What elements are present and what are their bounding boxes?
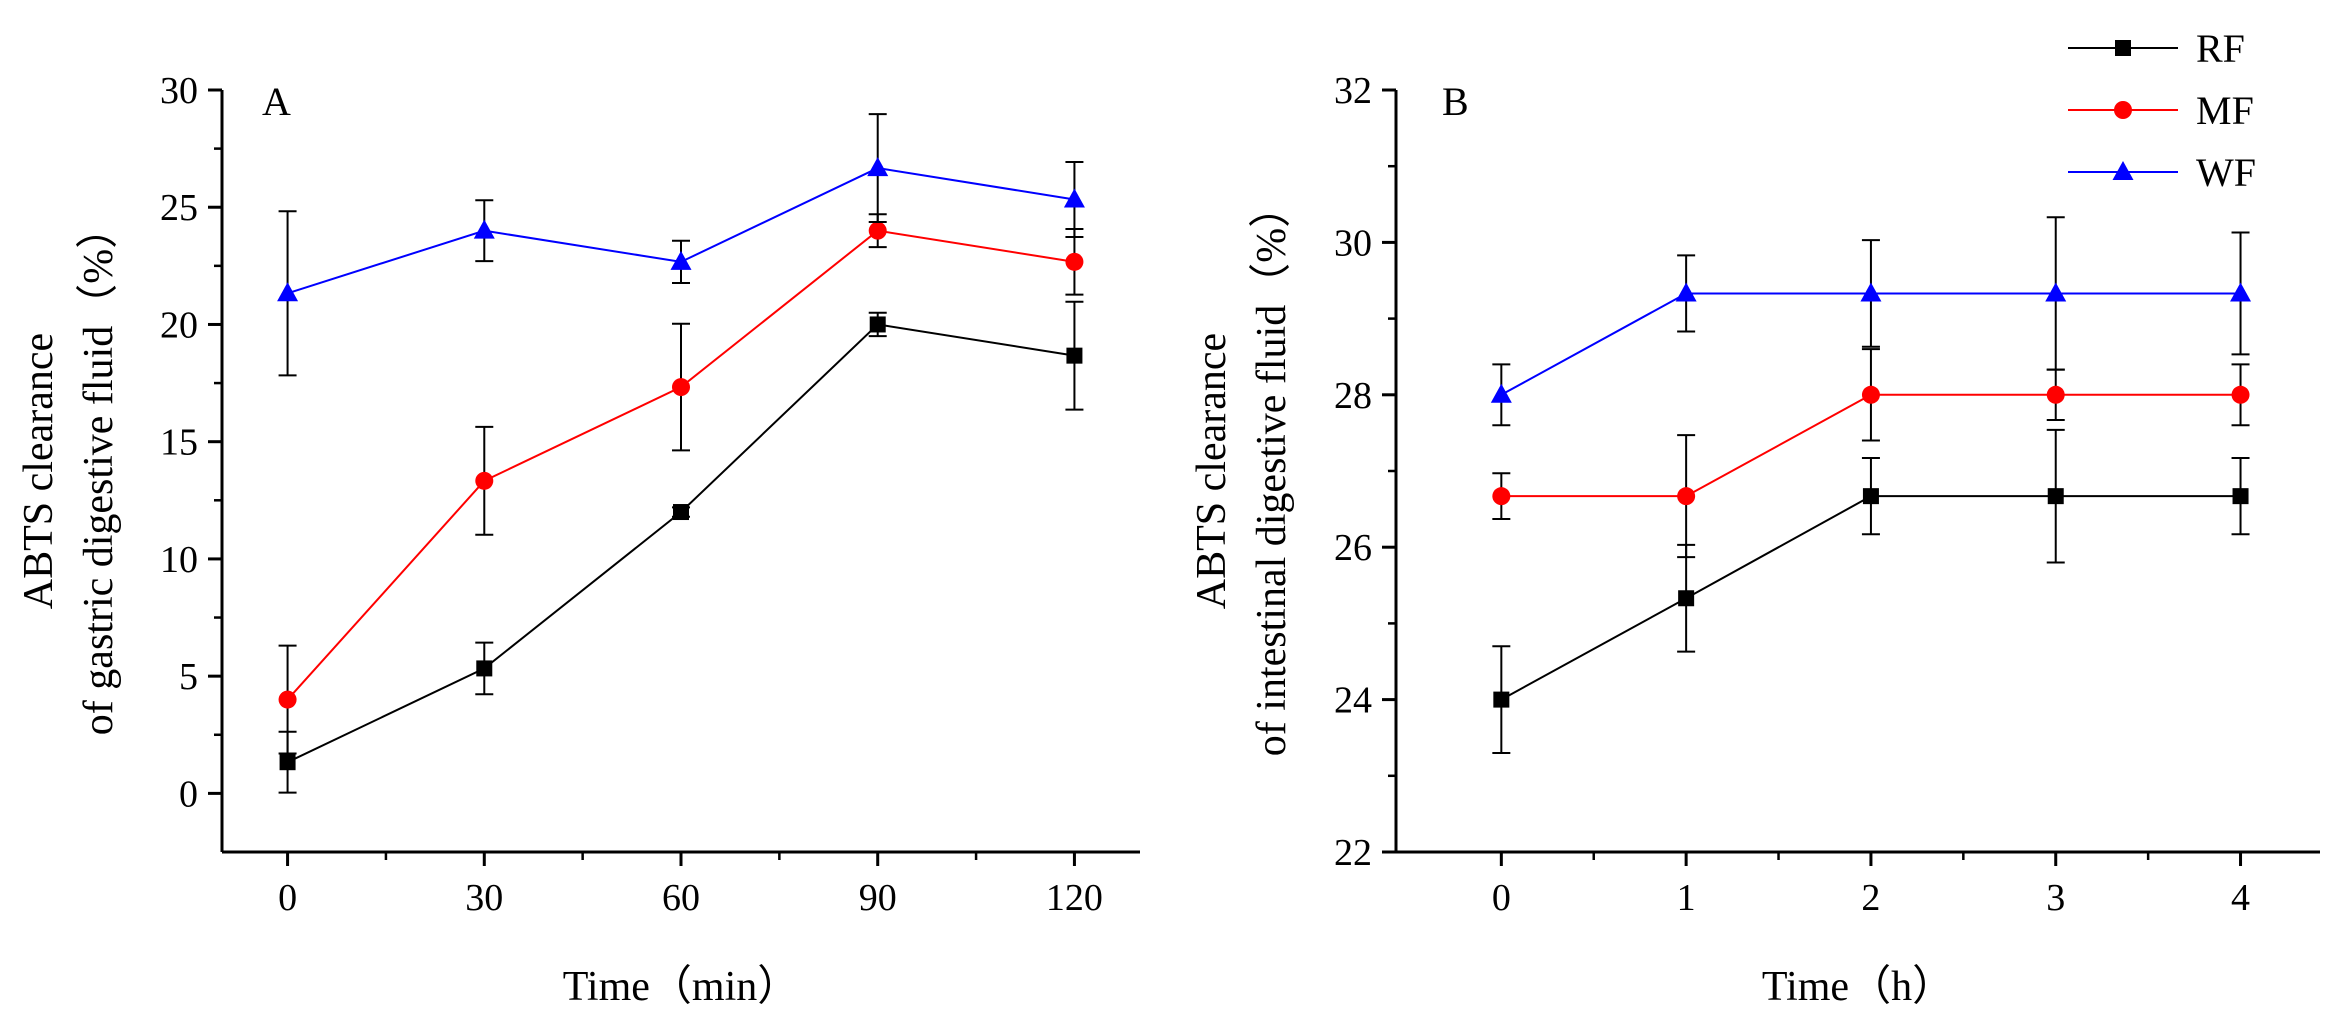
- panel-b-y-tick-label: 32: [1334, 70, 1372, 112]
- panel-b-x-tick-label: 2: [1861, 877, 1880, 919]
- panel-b-x-tick-label: 1: [1677, 877, 1696, 919]
- panel-a-mf-point: [1065, 252, 1084, 271]
- panel-b-y-tick-label: 26: [1334, 527, 1372, 569]
- panel-b-mf-point: [2046, 385, 2065, 404]
- panel-a-mf-point: [672, 378, 690, 397]
- panel-a-wf-point: [1063, 188, 1085, 208]
- legend-rf-label: RF: [2196, 26, 2245, 71]
- panel-b-x-tick-label: 3: [2046, 877, 2065, 919]
- panel-a-x-tick-label: 120: [1046, 877, 1103, 919]
- panel-b-y-axis-title-line1: ABTS clearance: [1189, 333, 1235, 609]
- panel-a-y-tick-label: 10: [160, 539, 198, 581]
- legend-mf-marker: [2114, 101, 2132, 119]
- panel-a-wf-point: [473, 219, 495, 239]
- panel-b-y-tick-label: 28: [1334, 375, 1372, 417]
- panel-a-y-axis-title-line2: of gastric digestive fluid（%）: [76, 207, 122, 735]
- panel-a-x-tick-label: 90: [859, 877, 897, 919]
- panel-a-rf-point: [869, 316, 886, 333]
- panel-a-mf-point: [475, 471, 494, 490]
- panel-a-rf-point: [673, 504, 689, 521]
- panel-a-rf-point: [279, 754, 296, 771]
- panel-b-wf-point: [2230, 282, 2252, 302]
- panel-a-wf-point: [867, 157, 889, 177]
- panel-b-rf-point: [2047, 488, 2064, 505]
- panel-a-y-tick-label: 20: [160, 304, 198, 346]
- panel-a-x-tick-label: 0: [278, 877, 297, 919]
- panel-b-x-tick-label: 0: [1492, 877, 1511, 919]
- panel-a-wf-point: [277, 282, 299, 302]
- panel-a-mf-line: [286, 229, 1075, 701]
- legend-wf-marker: [2112, 161, 2134, 180]
- panel-b-rf-point: [2232, 488, 2249, 505]
- panel-b-wf-point: [1490, 383, 1512, 403]
- panel-a: 0 5 10 15 20 25 30 0 30 60 90 120 Time（min） ABTS clea…: [16, 70, 1140, 1010]
- legend-wf-label: WF: [2196, 150, 2256, 195]
- panel-b-mf-point: [2231, 385, 2250, 404]
- panel-a-letter: A: [262, 79, 291, 124]
- panel-a-mf-point: [868, 221, 887, 240]
- panel-b-x-tick-label: 4: [2231, 877, 2250, 919]
- panel-b-y-tick-label: 22: [1334, 832, 1372, 874]
- panel-b-x-axis-title: Time（h）: [1762, 964, 1954, 1010]
- panel-b-mf-point: [1861, 385, 1880, 404]
- panel-b-mf-point: [1492, 487, 1511, 506]
- panel-b-rf-point: [1493, 691, 1510, 708]
- legend-rf-marker: [2115, 40, 2131, 56]
- panel-b-rf-point: [1678, 590, 1695, 607]
- panel-a-y-tick-label: 5: [179, 656, 198, 698]
- panel-a-y-tick-label: 30: [160, 70, 198, 112]
- panel-a-rf-point: [476, 660, 493, 677]
- panel-a-mf-point: [278, 690, 297, 709]
- panel-a-wf-point: [670, 250, 692, 270]
- legend: RF MF WF: [2068, 26, 2256, 195]
- panel-b-letter: B: [1442, 79, 1469, 124]
- panel-b-rf-point: [1862, 488, 1879, 505]
- panel-a-x-tick-label: 30: [465, 877, 503, 919]
- panel-a-rf-point: [1066, 347, 1083, 364]
- panel-a-y-tick-label: 0: [179, 773, 198, 815]
- legend-mf-label: MF: [2196, 88, 2254, 133]
- panel-b-wf-point: [1675, 282, 1697, 302]
- panel-b-wf-point: [1860, 282, 1882, 302]
- panel-b-y-axis-title-line2: of intestinal digestive fluid（%）: [1249, 186, 1295, 756]
- panel-a-x-axis-title: Time（min）: [563, 964, 800, 1010]
- panel-b-wf-point: [2045, 282, 2067, 302]
- panel-a-y-tick-label: 25: [160, 187, 198, 229]
- panel-b-y-tick-label: 30: [1334, 222, 1372, 264]
- panel-b: 22 24 26 28 30 32 0 1 2 3 4 Time（h） ABTS clearance of…: [1189, 70, 2320, 1010]
- panel-a-y-tick-label: 15: [160, 422, 198, 464]
- panel-a-y-axis-title-line1: ABTS clearance: [16, 333, 62, 609]
- panel-b-y-tick-label: 24: [1334, 680, 1372, 722]
- panel-b-mf-point: [1677, 487, 1696, 506]
- panel-a-x-tick-label: 60: [662, 877, 700, 919]
